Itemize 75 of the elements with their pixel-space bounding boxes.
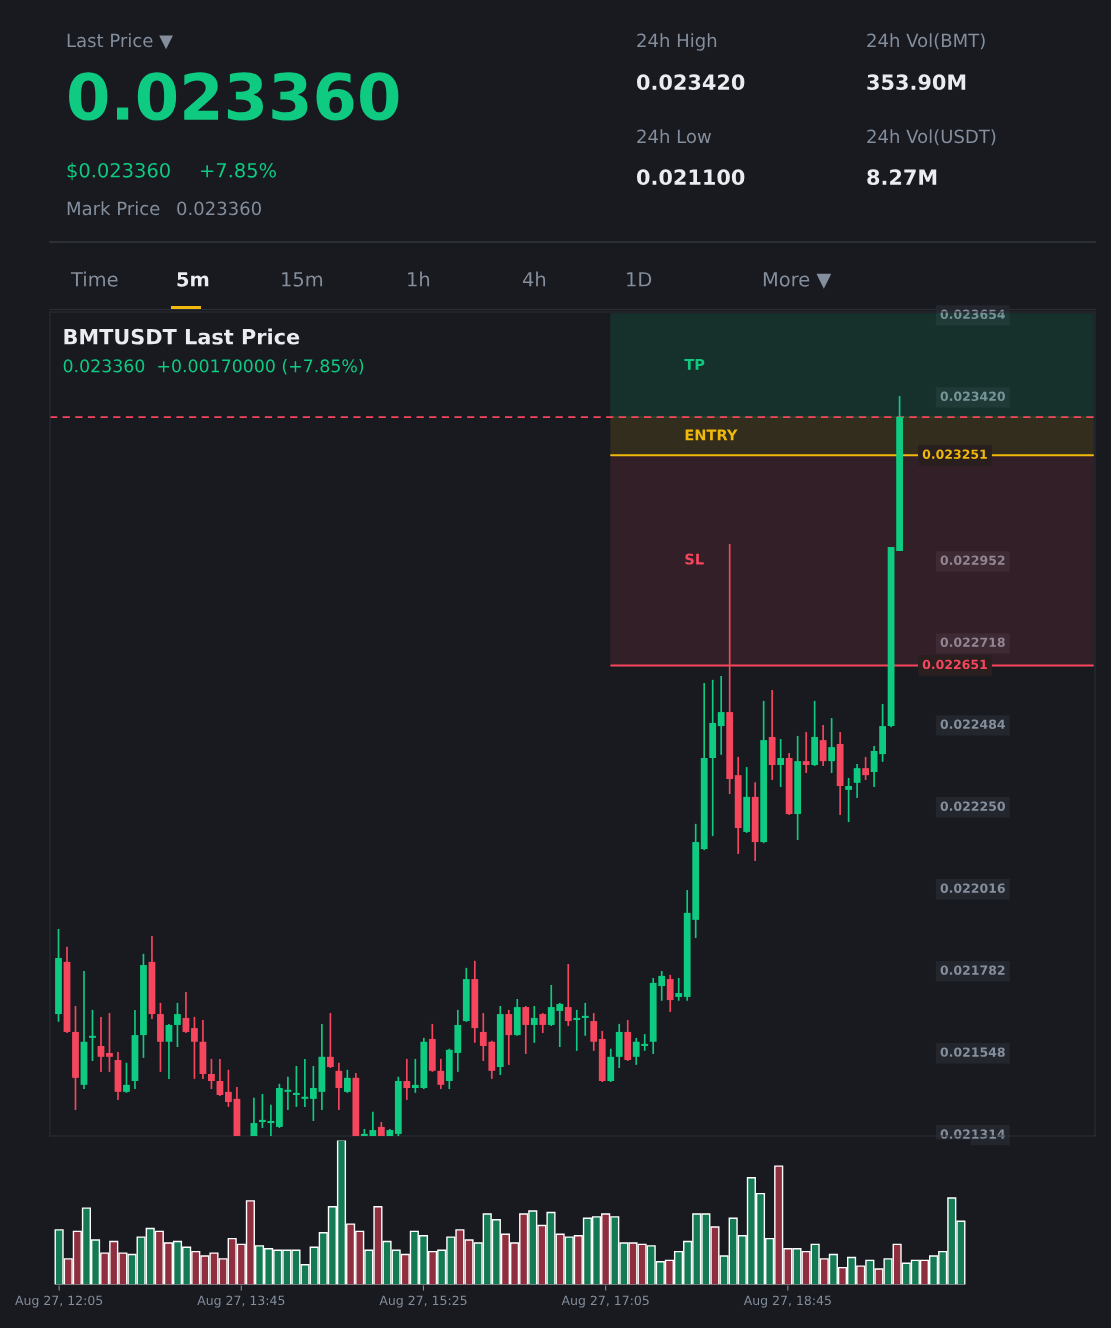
text: 1D — [627, 272, 652, 287]
y-tick-label: 0.021314 — [940, 1129, 1006, 1139]
candlestick — [530, 1005, 538, 1044]
y-tick-label: 0.022016 — [940, 883, 1005, 893]
text: Mark Price — [67, 201, 160, 216]
candlestick — [335, 1061, 343, 1111]
text: 15m — [282, 272, 323, 287]
text: 0.021100 — [637, 169, 745, 186]
candlestick — [123, 1061, 130, 1094]
y-tick-label: 0.022484 — [940, 719, 1006, 729]
candlestick — [191, 1016, 198, 1080]
candlestick — [580, 1002, 590, 1037]
x-tick-label: Aug 27, 18:45 — [743, 1295, 831, 1308]
text: 1h — [408, 271, 430, 287]
candlestick — [88, 1009, 97, 1062]
x-tick-label: Aug 27, 13:45 — [197, 1295, 285, 1308]
candlestick — [802, 731, 810, 774]
y-tick-label: 0.022718 — [940, 637, 1005, 647]
candlestick — [106, 1012, 113, 1073]
band-label: SL — [685, 553, 704, 565]
candlestick — [403, 1058, 411, 1101]
candlestick — [343, 1068, 351, 1094]
candlestick — [539, 1012, 547, 1034]
candlestick — [819, 724, 827, 767]
text: 0.023360 — [69, 72, 399, 121]
text: +7.85% — [201, 162, 276, 178]
text: 24h Low — [637, 129, 711, 144]
text: 353.90M — [867, 74, 966, 91]
text: 0.023420 — [637, 74, 745, 91]
text: 0.023360 +0.00170000 (+7.85%) — [63, 358, 364, 375]
y-tick-label: 0.022250 — [940, 801, 1005, 811]
candlestick — [522, 1005, 530, 1055]
candlestick — [777, 738, 785, 788]
candlestick — [717, 675, 725, 756]
y-tick-label: 0.023420 — [940, 391, 1005, 402]
candlestick — [862, 756, 870, 781]
candlestick — [675, 977, 683, 1002]
text: $0.023360 — [67, 162, 170, 181]
x-tick-label: Aug 27, 12:05 — [15, 1295, 103, 1308]
candlestick — [564, 963, 572, 1027]
candlestick — [666, 974, 674, 1013]
candlestick — [174, 1002, 181, 1048]
band-label: TP — [684, 358, 705, 370]
text: 8.27M — [867, 169, 937, 186]
text: More ▼ — [763, 272, 832, 289]
candlestick — [853, 763, 861, 799]
text: 4h — [522, 271, 546, 287]
candlestick — [828, 717, 836, 774]
x-tick-label: Aug 27, 17:05 — [561, 1295, 649, 1308]
candlestick — [291, 1065, 301, 1108]
candlestick — [572, 1009, 582, 1052]
candlestick — [505, 1009, 513, 1066]
band-label: ENTRY — [685, 429, 738, 441]
candlestick — [208, 1058, 215, 1090]
text: Time — [70, 271, 118, 287]
text: 24h Vol(BMT) — [867, 33, 985, 50]
y-tick-label: 0.021548 — [940, 1047, 1005, 1057]
text: 0.023360 — [177, 201, 261, 216]
text: Last Price ▼ — [67, 33, 173, 50]
candlestick — [300, 1058, 310, 1108]
x-tick-label: Aug 27, 15:25 — [379, 1295, 467, 1308]
candlestick — [590, 1012, 598, 1052]
candlestick — [437, 1058, 445, 1090]
ref-line-label: 0.022651 — [922, 659, 987, 670]
text: BMTUSDT Last Price — [64, 328, 300, 345]
candlestick — [845, 777, 853, 823]
text: 5m — [177, 272, 209, 287]
y-tick-label: 0.022952 — [940, 555, 1005, 565]
text: 24h High — [637, 33, 717, 51]
ref-line-label: 0.023251 — [922, 449, 987, 459]
text: 24h Vol(USDT) — [867, 129, 996, 146]
y-tick-label: 0.023654 — [940, 309, 1006, 320]
y-tick-label: 0.021782 — [940, 965, 1005, 975]
candlestick — [326, 1012, 334, 1069]
candlestick — [225, 1068, 232, 1108]
